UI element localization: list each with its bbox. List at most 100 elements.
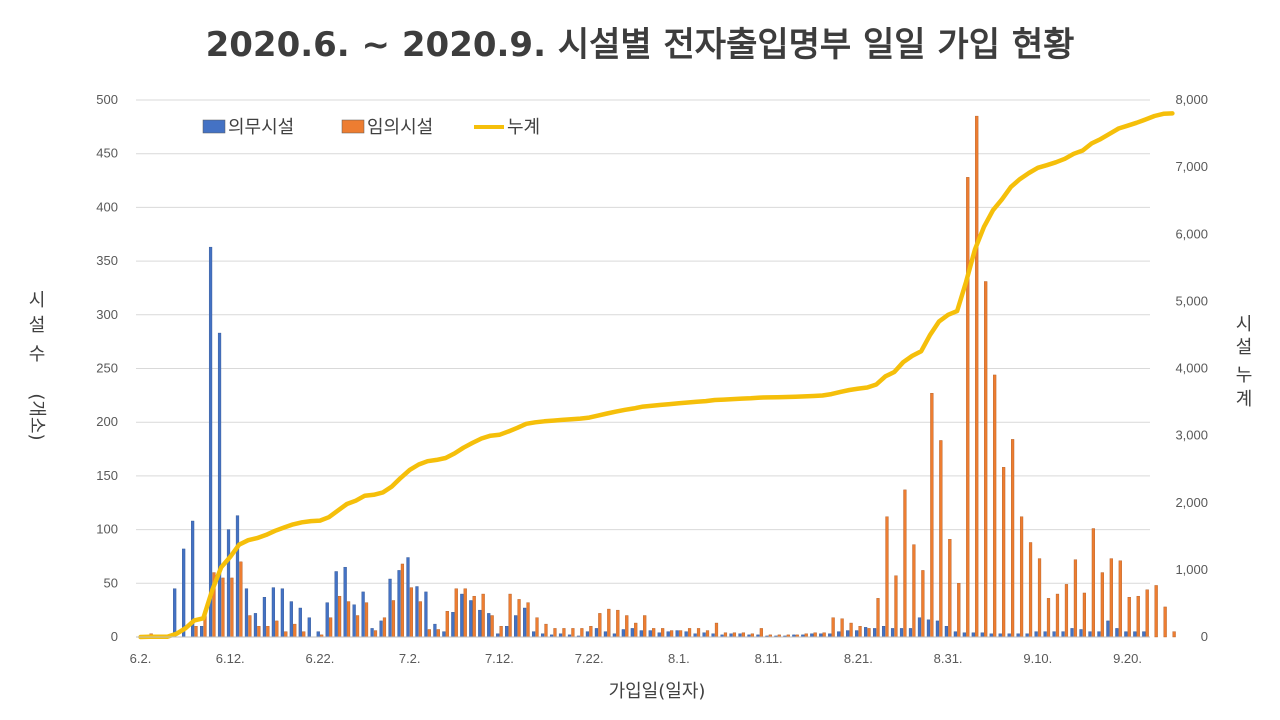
bar-의무시설 <box>424 591 428 638</box>
bar-임의시설 <box>1163 606 1167 638</box>
y-axis-title-char: 수 <box>29 344 46 365</box>
bar-의무시설 <box>460 593 464 638</box>
bar-임의시설 <box>382 617 387 638</box>
bar-임의시설 <box>1028 542 1033 638</box>
bar-의무시설 <box>962 632 966 638</box>
y-tick-label: 500 <box>96 92 118 107</box>
bar-의무시설 <box>846 630 850 638</box>
y-tick-label: 150 <box>96 468 118 483</box>
y-tick-label: 50 <box>104 575 118 590</box>
bar-임의시설 <box>696 628 701 638</box>
bar-의무시설 <box>1034 631 1038 638</box>
bar-임의시설 <box>400 563 405 638</box>
bar-임의시설 <box>616 609 620 638</box>
bar-임의시설 <box>230 577 234 638</box>
bar-임의시설 <box>302 631 306 638</box>
x-tick-label: 6.22. <box>305 651 334 666</box>
bar-임의시설 <box>239 561 243 638</box>
bar-의무시설 <box>1052 631 1056 638</box>
bar-의무시설 <box>675 630 679 638</box>
bar-의무시설 <box>594 628 599 638</box>
x-tick-label: 9.20. <box>1113 651 1142 666</box>
bar-의무시설 <box>451 612 455 638</box>
legend-label-누계: 누계 <box>507 117 540 138</box>
bar-의무시설 <box>648 630 652 638</box>
bar-의무시설 <box>523 607 527 638</box>
y-axis-title-char: 시 <box>29 290 46 311</box>
bar-임의시설 <box>939 440 943 638</box>
bar-임의시설 <box>373 630 378 638</box>
axes: 0 50 100 150 200 250 300 350 400 450 500 0 1,000 2,00… <box>96 92 1208 666</box>
bar-의무시설 <box>1142 631 1146 638</box>
bar-임의시설 <box>661 628 665 638</box>
gridlines <box>136 99 1150 638</box>
legend-label-의무시설: 의무시설 <box>228 117 294 138</box>
bar-의무시설 <box>173 588 177 638</box>
bar-의무시설 <box>926 619 931 638</box>
bar-임의시설 <box>589 626 593 638</box>
y-tick-label: 350 <box>96 253 118 268</box>
bar-임의시설 <box>346 601 351 638</box>
bar-의무시설 <box>253 613 258 638</box>
y-tick-label: 450 <box>96 146 118 161</box>
y-tick-label: 250 <box>96 361 118 376</box>
bar-의무시설 <box>487 613 491 638</box>
bar-임의시설 <box>678 630 683 638</box>
bar-임의시설 <box>957 583 961 638</box>
bar-의무시설 <box>953 631 957 638</box>
bar-의무시설 <box>280 588 284 638</box>
bar-임의시설 <box>463 588 467 638</box>
bar-임의시설 <box>1100 572 1104 638</box>
x-tick-label: 7.2. <box>399 651 421 666</box>
bars <box>149 115 1176 638</box>
bar-임의시설 <box>607 608 611 638</box>
bar-임의시설 <box>329 617 333 638</box>
bar-의무시설 <box>415 586 419 638</box>
bar-임의시설 <box>670 630 674 638</box>
bar-의무시설 <box>361 591 365 638</box>
bar-임의시설 <box>490 615 494 638</box>
y2-axis-title-char: 계 <box>1236 389 1253 410</box>
bar-임의시설 <box>481 593 485 638</box>
bar-임의시설 <box>975 115 979 638</box>
bar-임의시설 <box>418 601 422 638</box>
bar-의무시설 <box>837 631 841 638</box>
bar-임의시설 <box>625 615 629 638</box>
bar-의무시설 <box>1088 631 1092 638</box>
y-axis-title-char: (개소) <box>26 393 47 440</box>
bar-의무시설 <box>630 628 634 638</box>
bar-의무시설 <box>1106 620 1110 638</box>
bar-임의시설 <box>687 628 692 638</box>
bar-의무시설 <box>639 630 643 638</box>
bar-의무시설 <box>935 620 940 638</box>
bar-의무시설 <box>864 627 868 638</box>
bar-임의시설 <box>544 623 548 638</box>
bar-임의시설 <box>1118 560 1122 638</box>
bar-의무시설 <box>514 615 518 638</box>
bar-의무시설 <box>262 597 267 638</box>
bar-의무시설 <box>585 631 590 638</box>
x-tick-label: 7.22. <box>575 651 604 666</box>
bar-임의시설 <box>822 632 826 638</box>
bar-의무시설 <box>532 631 536 638</box>
bar-임의시설 <box>194 626 198 638</box>
bar-임의시설 <box>472 595 476 638</box>
y2-axis-title-char: 누 <box>1236 365 1253 386</box>
bar-의무시설 <box>980 632 984 638</box>
bar-의무시설 <box>343 566 347 638</box>
legend-label-임의시설: 임의시설 <box>367 117 433 138</box>
bar-의무시설 <box>908 628 913 638</box>
bar-의무시설 <box>873 628 877 638</box>
bar-임의시설 <box>840 618 844 638</box>
bar-의무시설 <box>944 626 948 638</box>
bar-임의시설 <box>1127 597 1131 638</box>
bar-임의시설 <box>409 587 413 638</box>
bar-임의시설 <box>553 628 557 638</box>
bar-의무시설 <box>182 548 186 638</box>
bar-임의시설 <box>867 628 871 638</box>
bar-의무시설 <box>603 631 608 638</box>
bar-임의시설 <box>723 632 728 638</box>
chart-title: 2020.6. ~ 2020.9. 시설별 전자출입명부 일일 가입 현황 <box>206 25 1075 65</box>
